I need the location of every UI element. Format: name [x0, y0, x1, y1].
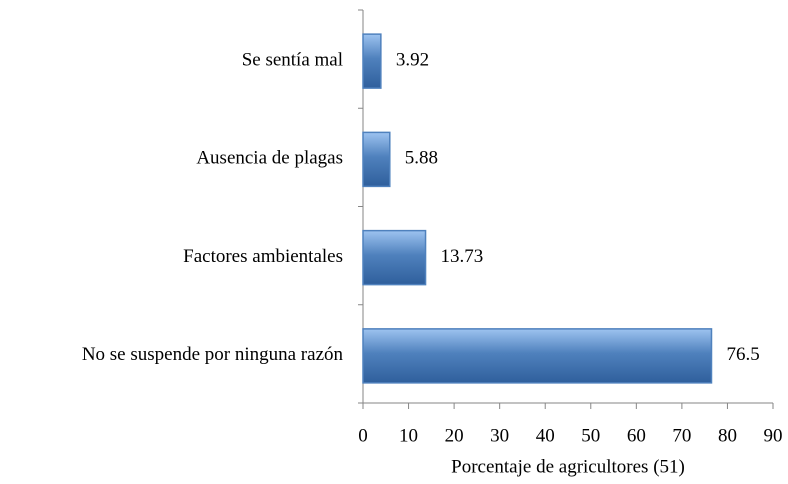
x-tick-label: 80	[718, 425, 737, 446]
x-tick-label: 0	[358, 425, 368, 446]
x-tick-label: 90	[764, 425, 783, 446]
x-axis-label: Porcentaje de agricultores (51)	[451, 456, 685, 477]
x-tick-label: 20	[445, 425, 464, 446]
value-label: 5.88	[405, 148, 438, 169]
bar	[362, 33, 382, 89]
x-tick-label: 70	[672, 425, 691, 446]
x-tick-label: 40	[536, 425, 555, 446]
x-tick-label: 10	[399, 425, 418, 446]
y-tick-label: Se sentía mal	[242, 49, 343, 70]
value-label: 3.92	[396, 49, 429, 70]
y-tick-label: Ausencia de plagas	[196, 148, 343, 169]
x-tick-label: 60	[627, 425, 646, 446]
bar	[362, 328, 713, 384]
y-tick-label: No se suspende por ninguna razón	[82, 344, 344, 365]
value-label: 13.73	[441, 246, 484, 267]
x-tick-label: 30	[490, 425, 509, 446]
bar	[362, 131, 391, 188]
value-label: 76.5	[727, 344, 760, 365]
x-tick-label: 50	[581, 425, 600, 446]
y-tick-label: Factores ambientales	[183, 246, 343, 267]
bar	[362, 229, 427, 286]
